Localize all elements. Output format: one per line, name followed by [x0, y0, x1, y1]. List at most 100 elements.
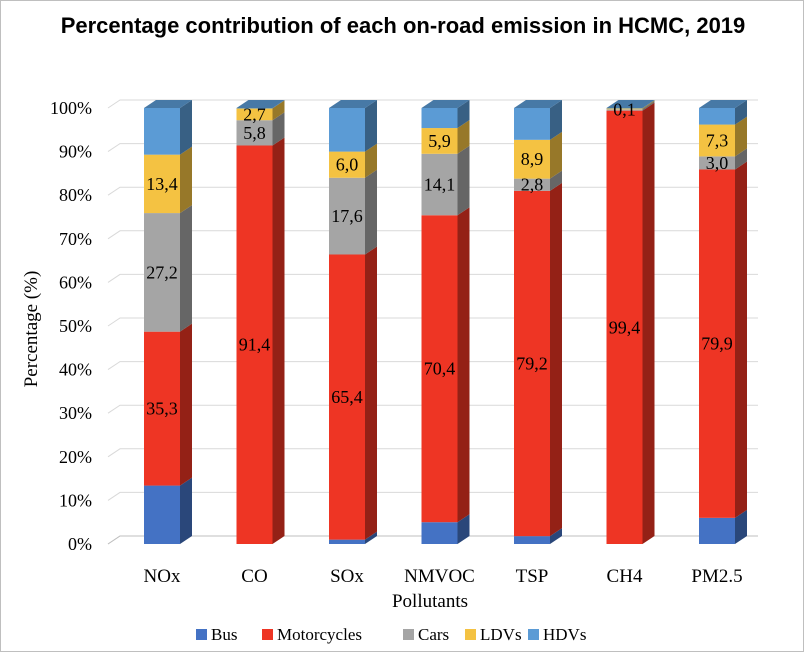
bar-segment-nox-hdvs	[144, 100, 192, 155]
data-label-co-motorcycles: 91,4	[239, 335, 271, 355]
bar-segment-nmvoc-motorcycles	[421, 207, 470, 523]
y-tick-label: 0%	[68, 534, 92, 554]
bar-segment-tsp-bus	[514, 528, 562, 544]
legend-swatch	[465, 629, 476, 640]
data-label-sox-motorcycles: 65,4	[331, 387, 363, 407]
bar-front	[606, 108, 643, 110]
bar-segment-sox-ldvs	[329, 143, 377, 178]
bar-segment-nox-ldvs	[144, 146, 192, 214]
bar-segment-nox-motorcycles	[144, 323, 192, 486]
legend-item-motorcycles: Motorcycles	[262, 625, 362, 644]
bar-side	[642, 101, 655, 111]
x-tick-label: NMVOC	[404, 566, 475, 587]
bar-front	[514, 139, 550, 179]
bar-segment-nox-cars	[144, 205, 192, 332]
bar-front	[514, 190, 550, 537]
bar-segment-nmvoc-cars	[421, 145, 470, 216]
data-label-co-ldvs: 2,7	[243, 104, 266, 124]
bar-side	[365, 246, 377, 540]
y-tick-label: 50%	[59, 316, 92, 336]
data-label-nmvoc-cars: 14,1	[424, 175, 456, 195]
bar-segment-pm2-5-motorcycles	[699, 161, 747, 518]
bar-top-tsp	[514, 100, 562, 108]
bar-side	[457, 514, 470, 544]
bar-segment-pm2-5-bus	[699, 509, 747, 544]
y-tick-label: 40%	[59, 360, 92, 380]
bar-side	[735, 116, 747, 157]
bar-segment-tsp-hdvs	[514, 100, 562, 140]
bar-front	[421, 522, 458, 544]
bar-segment-sox-hdvs	[329, 100, 377, 152]
data-label-nox-cars: 27,2	[146, 262, 178, 282]
data-label-nox-motorcycles: 35,3	[146, 399, 178, 419]
bar-side	[365, 169, 377, 255]
bar-side	[735, 509, 747, 544]
bar-side	[272, 100, 285, 109]
data-label-tsp-ldvs: 8,9	[521, 149, 544, 169]
bar-side	[365, 143, 377, 178]
bar-front	[421, 128, 458, 154]
x-tick-label: NOx	[144, 566, 181, 587]
bar-segment-co-hdvs	[236, 100, 285, 109]
bar-segment-ch4-motorcycles	[606, 102, 655, 544]
bar-side	[550, 528, 562, 544]
bar-side	[180, 323, 192, 486]
bar-segment-nox-bus	[144, 477, 192, 544]
bar-side	[272, 100, 285, 121]
bar-segment-co-motorcycles	[236, 137, 285, 544]
bar-segment-nmvoc-bus	[421, 514, 470, 544]
bar-segment-pm2-5-cars	[699, 148, 747, 170]
bar-side	[550, 100, 562, 140]
data-label-pm2-5-motorcycles: 79,9	[701, 334, 733, 354]
bar-front	[606, 109, 643, 111]
bar-front	[606, 108, 643, 109]
bar-front	[699, 124, 735, 157]
bar-front	[699, 517, 735, 544]
bar-segment-sox-cars	[329, 169, 377, 255]
bar-front	[514, 536, 550, 544]
bar-front	[421, 153, 458, 216]
y-tick-label: 70%	[59, 229, 92, 249]
bar-front	[421, 215, 458, 523]
bar-front	[699, 169, 735, 518]
data-label-ch4-cars: 0,1	[613, 99, 636, 119]
y-tick-label: 30%	[59, 403, 92, 423]
bar-side	[365, 100, 377, 152]
bar-side	[642, 100, 655, 109]
bar-top-pm2-5	[699, 100, 747, 108]
bar-side	[735, 161, 747, 518]
data-label-co-cars: 5,8	[243, 123, 266, 143]
data-label-sox-cars: 17,6	[331, 206, 363, 226]
bar-front	[144, 485, 180, 544]
bars	[144, 100, 747, 544]
bar-side	[457, 100, 470, 129]
bar-top-nox	[144, 100, 192, 108]
bar-front	[236, 145, 273, 544]
legend-item-ldvs: LDVs	[465, 625, 522, 644]
bar-front	[236, 120, 273, 146]
data-label-tsp-cars: 2,8	[521, 175, 544, 195]
bar-front	[329, 254, 365, 540]
bar-segment-nmvoc-hdvs	[421, 100, 470, 129]
bar-segment-nmvoc-ldvs	[421, 120, 470, 154]
legend-item-cars: Cars	[403, 625, 449, 644]
bar-side	[735, 148, 747, 170]
bar-top-co	[236, 100, 285, 108]
bar-segment-tsp-motorcycles	[514, 182, 562, 537]
bar-segment-ch4-cars	[606, 101, 655, 111]
bar-side	[642, 102, 655, 544]
legend-swatch	[403, 629, 414, 640]
bar-front	[329, 108, 365, 152]
data-label-pm2-5-cars: 3,0	[706, 153, 729, 173]
bar-top-ch4	[606, 100, 655, 108]
legend: Bus Motorcycles Cars LDVs HDVs	[196, 625, 586, 644]
legend-swatch	[196, 629, 207, 640]
y-tick-label: 10%	[59, 490, 92, 510]
bar-segment-co-cars	[236, 112, 285, 146]
bar-side	[550, 170, 562, 191]
bar-segment-tsp-cars	[514, 170, 562, 191]
y-axis-title: Percentage (%)	[21, 271, 42, 388]
y-tick-label: 80%	[59, 185, 92, 205]
bar-top-nmvoc	[421, 100, 470, 108]
